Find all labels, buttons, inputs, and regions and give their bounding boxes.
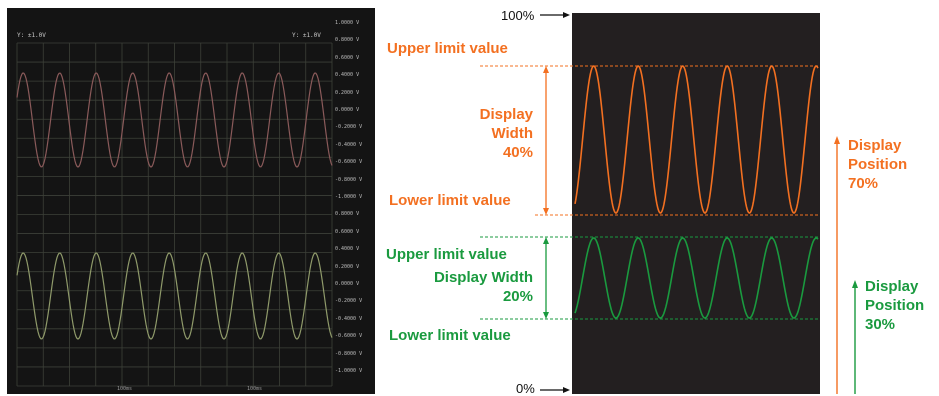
green-width-arrow	[543, 237, 549, 319]
scale-tick: -1.0000 V	[335, 194, 363, 200]
orange-width-arrow	[543, 66, 549, 215]
scale-tick: 0.4000 V	[335, 72, 360, 79]
top-percent-label: 100%	[501, 8, 535, 23]
green-position-arrow	[852, 280, 858, 394]
screenshot-bottom-label-1: 100ms	[117, 386, 133, 392]
bottom-percent-label: 0%	[516, 381, 535, 396]
orange-lower-limit-label: Lower limit value	[389, 192, 511, 209]
scale-tick: 0.2000 V	[335, 89, 360, 96]
scale-tick: -0.6000 V	[335, 159, 363, 166]
scale-tick: 0.8000 V	[335, 37, 360, 44]
scale-tick: 0.2000 V	[335, 263, 360, 270]
orange-display-width-label: Display Width 40%	[479, 106, 533, 161]
screenshot-bottom-label-2: 100ms	[247, 386, 263, 392]
green-display-position-label: Display Position 30%	[865, 278, 925, 333]
orange-upper-limit-label: Upper limit value	[387, 40, 508, 57]
scale-tick: 0.6000 V	[335, 54, 360, 61]
top-percent-arrow	[540, 12, 570, 18]
bottom-percent-arrow	[540, 387, 570, 393]
scale-tick: 0.0000 V	[335, 281, 360, 287]
upper-trace	[16, 72, 333, 168]
green-display-width-label: Display Width 20%	[433, 269, 533, 305]
scale-tick: 0.4000 V	[335, 246, 360, 253]
scale-tick: -0.2000 V	[335, 298, 363, 305]
lower-trace	[16, 252, 333, 340]
screenshot-top-right-label: Y: ±1.0V	[292, 32, 321, 39]
green-upper-limit-label: Upper limit value	[386, 246, 507, 263]
scale-tick: -1.0000 V	[335, 368, 363, 374]
scale-tick: 1.0000 V	[335, 20, 360, 26]
display-panel	[572, 13, 820, 394]
scale-tick: -0.8000 V	[335, 350, 363, 357]
scale-tick: -0.6000 V	[335, 333, 363, 340]
scale-tick: -0.2000 V	[335, 124, 363, 131]
scale-tick: -0.4000 V	[335, 315, 363, 322]
scale-tick: 0.0000 V	[335, 107, 360, 113]
orange-position-arrow	[834, 136, 840, 394]
waveform-screenshot: Y: ±1.0V Y: ±1.0V 1.0000 V 0.8000 V 0.6000…	[7, 8, 375, 394]
screenshot-top-left-label: Y: ±1.0V	[17, 32, 46, 39]
scale-tick: 0.8000 V	[335, 211, 360, 218]
orange-waveform	[574, 65, 819, 214]
scale-tick: 0.6000 V	[335, 228, 360, 235]
green-lower-limit-label: Lower limit value	[389, 327, 511, 344]
screenshot-plot	[16, 42, 333, 387]
scale-tick: -0.8000 V	[335, 176, 363, 183]
scale-tick: -0.4000 V	[335, 141, 363, 148]
green-waveform	[574, 237, 819, 319]
orange-display-position-label: Display Position 70%	[848, 137, 908, 192]
